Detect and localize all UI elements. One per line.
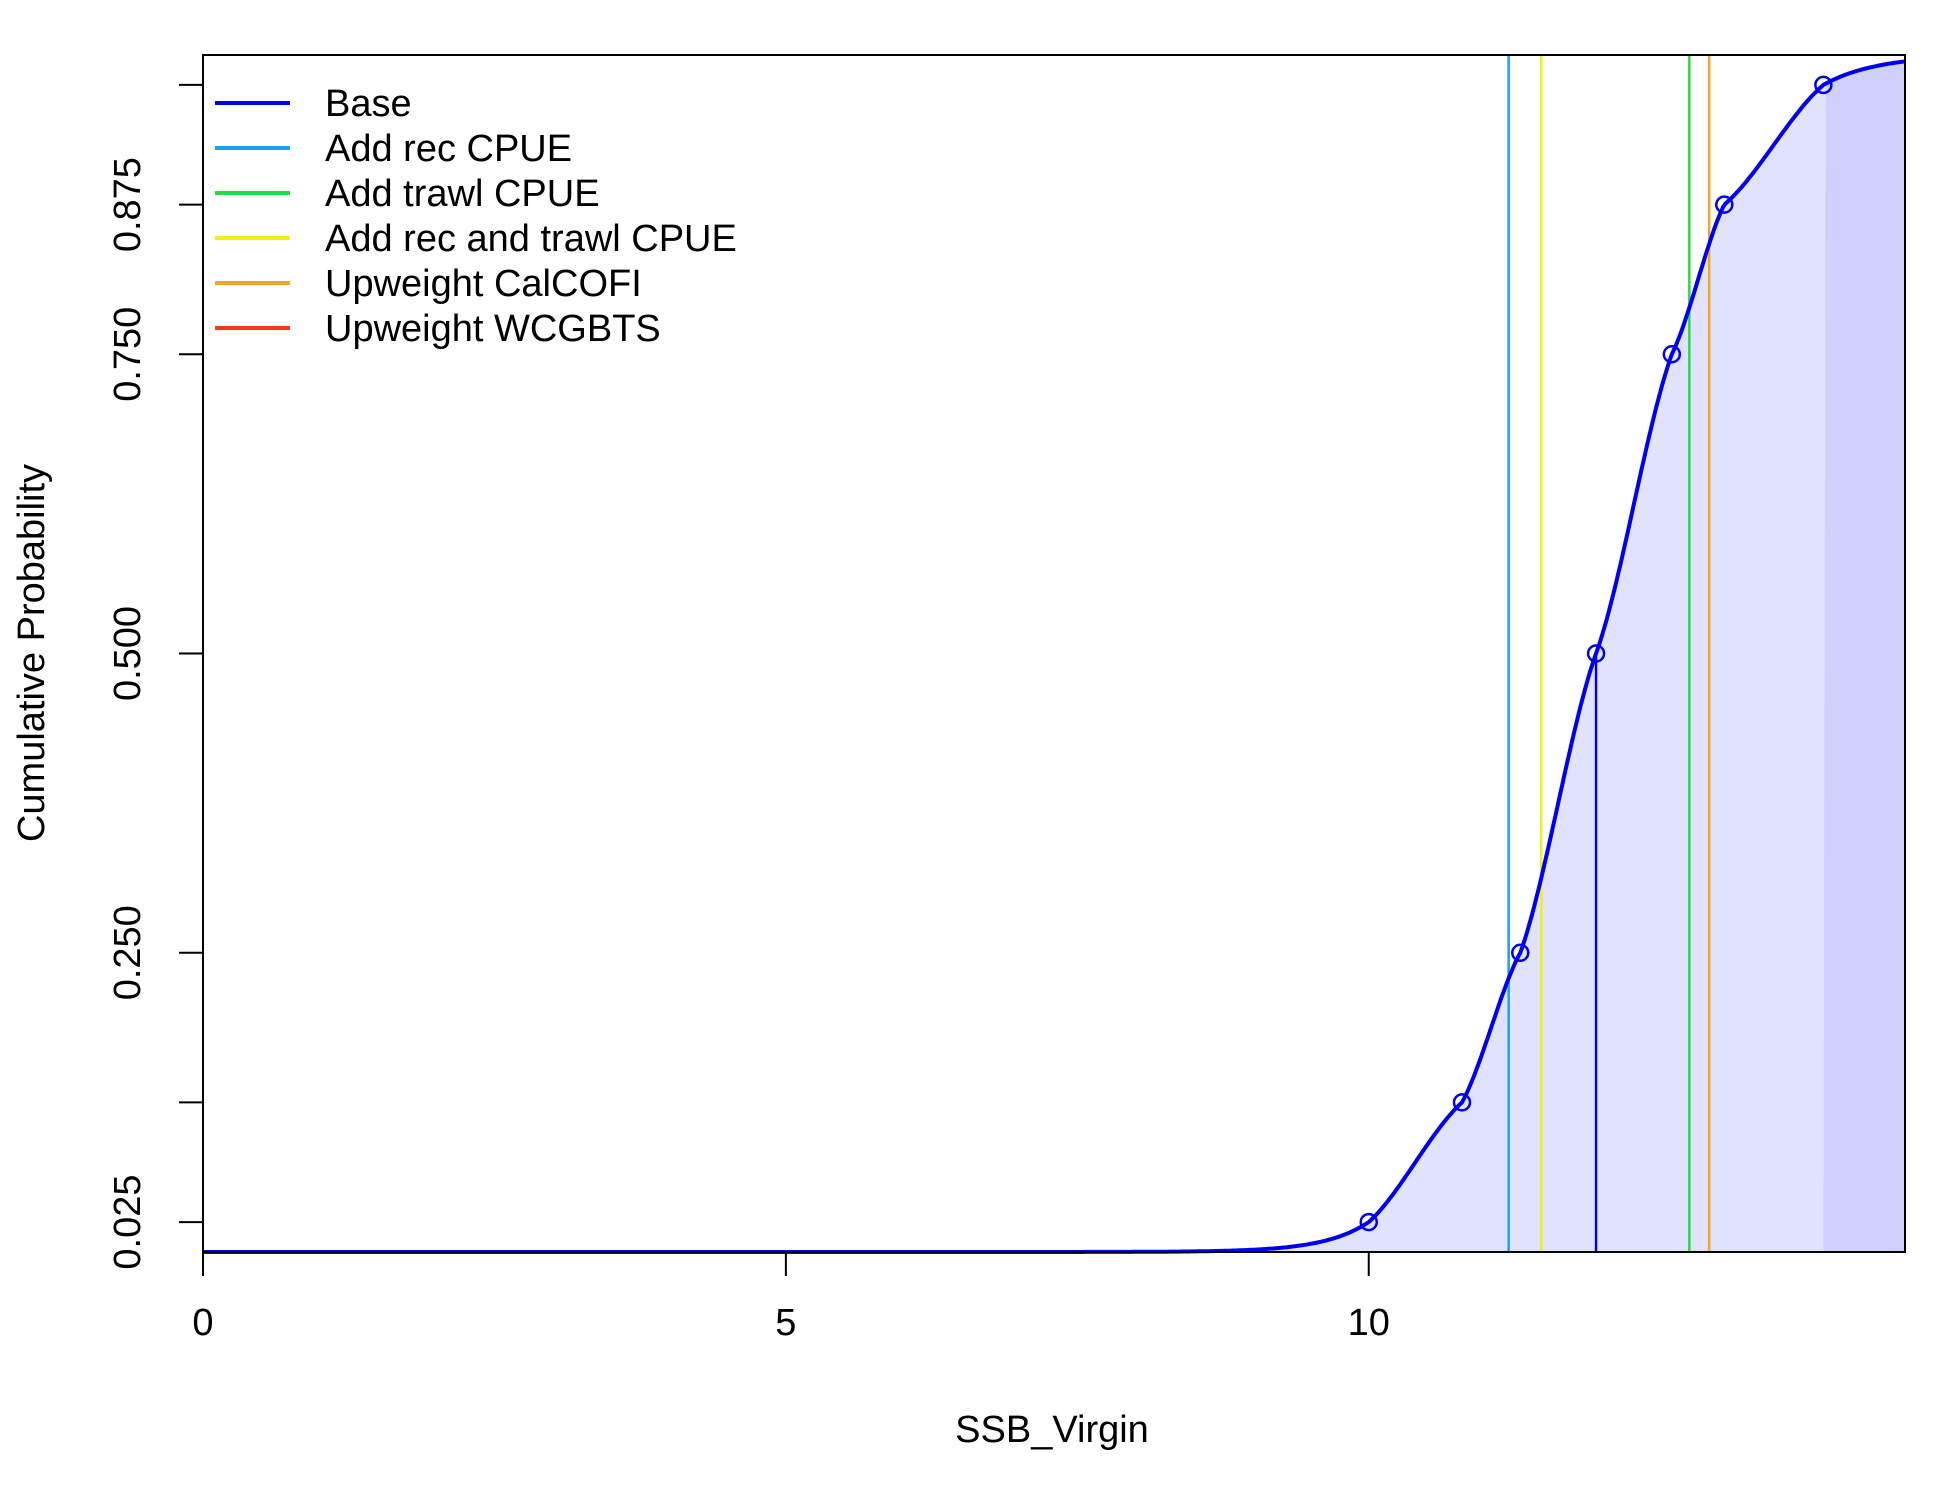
quantile-point-4: [1586, 644, 1606, 663]
x-tick-label-3: 10: [1348, 1302, 1390, 1344]
x-tick-label-1: 0: [192, 1302, 213, 1344]
cdf-area-fill: [203, 61, 1905, 1252]
legend-label-1: Base: [325, 83, 412, 125]
legend-label-4: Add rec and trawl CPUE: [325, 218, 737, 260]
y-tick-label-4: 0.500: [107, 606, 149, 701]
y-tick-label-3: 0.250: [107, 905, 149, 1000]
y-tick-label-6: 0.875: [107, 157, 149, 252]
quantile-point-1: [1359, 1212, 1379, 1232]
x-tick-label-2: 5: [775, 1302, 796, 1344]
quantile-points-group: [1359, 75, 1833, 1232]
quantile-point-3: [1511, 943, 1530, 962]
legend-label-3: Add trawl CPUE: [325, 173, 600, 215]
legend-label-6: Upweight WCGBTS: [325, 308, 661, 350]
quantile-point-7: [1814, 75, 1833, 95]
quantile-point-5: [1662, 345, 1682, 364]
quantile-point-2: [1452, 1093, 1472, 1112]
x-axis: 0 5 10: [192, 1251, 1390, 1344]
y-tick-label-5: 0.750: [107, 307, 149, 402]
legend-label-5: Upweight CalCOFI: [325, 263, 642, 305]
x-axis-label: SSB_Virgin: [955, 1409, 1149, 1451]
probability-fill-group: [203, 61, 1905, 1252]
legend-label-2: Add rec CPUE: [325, 128, 572, 170]
sensitivity-lines-group: [1507, 55, 1711, 1252]
y-axis-label: Cumulative Probability: [11, 464, 53, 842]
y-axis: 0.025 0.250 0.500 0.750 0.875: [107, 83, 203, 1270]
y-tick-label-1: 0.025: [107, 1175, 149, 1270]
quantile-point-6: [1715, 195, 1734, 214]
upper-tail-fill: [1823, 61, 1905, 1252]
